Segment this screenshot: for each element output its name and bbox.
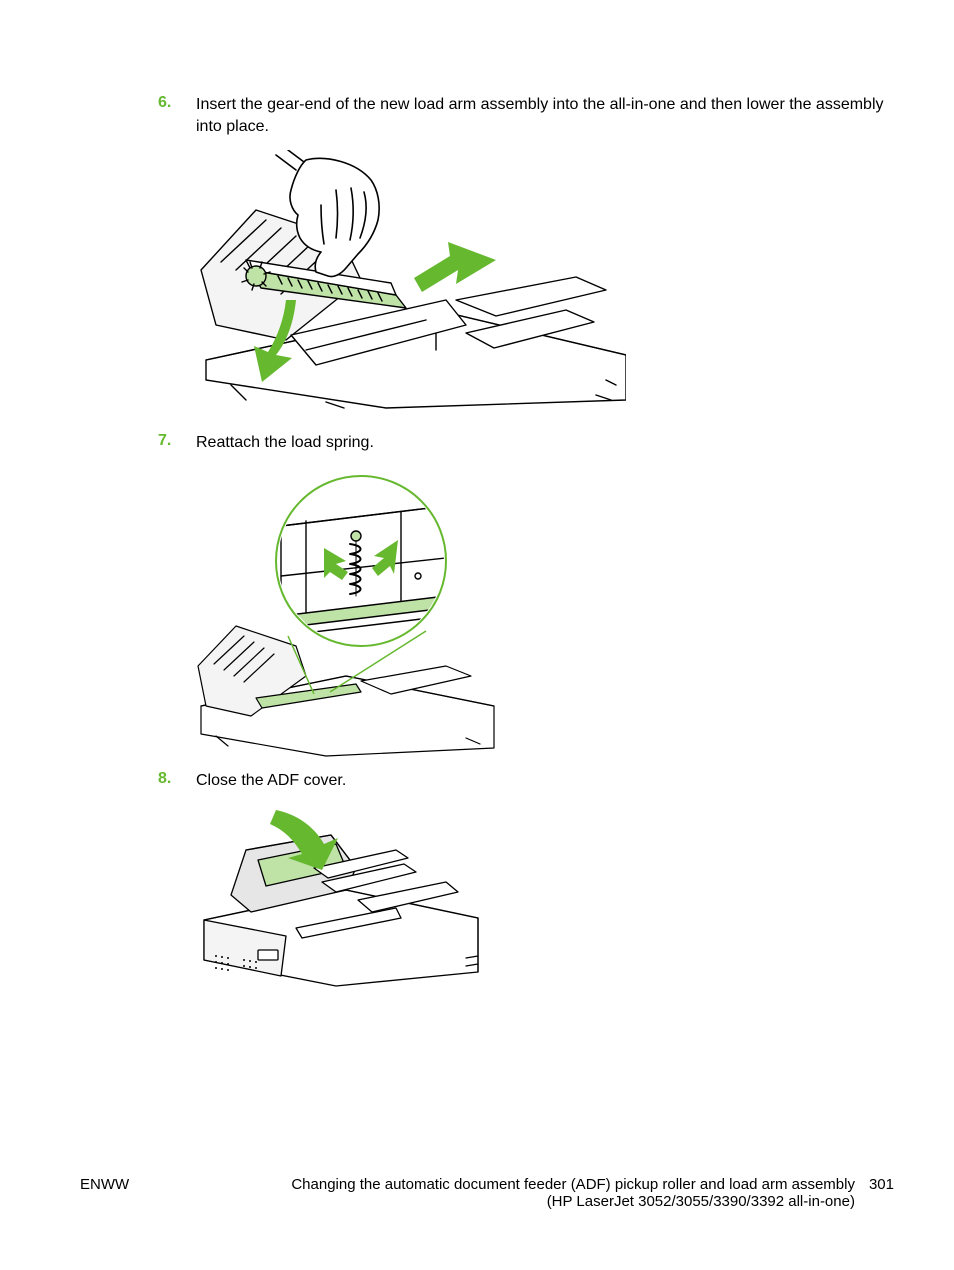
page-footer: ENWW Changing the automatic document fee… [80,1176,894,1210]
figure-step-7 [196,466,496,758]
step-8: 8. Close the ADF cover. [158,770,894,792]
step-number: 7. [158,432,188,450]
footer-title: Changing the automatic document feeder (… [291,1176,855,1210]
step-text: Close the ADF cover. [196,770,894,792]
step-text: Insert the gear-end of the new load arm … [196,94,894,137]
step-number: 6. [158,94,188,112]
footer-right: Changing the automatic document feeder (… [291,1176,894,1210]
footer-title-line1: Changing the automatic document feeder (… [291,1176,855,1193]
footer-page-number: 301 [869,1176,894,1193]
footer-title-line2: (HP LaserJet 3052/3055/3390/3392 all-in-… [291,1193,855,1210]
step-6: 6. Insert the gear-end of the new load a… [158,94,894,137]
step-text: Reattach the load spring. [196,432,894,454]
figure-step-6 [196,150,626,416]
step-7: 7. Reattach the load spring. [158,432,894,454]
step-number: 8. [158,770,188,788]
figure-step-8 [196,800,486,988]
page: 6. Insert the gear-end of the new load a… [0,0,954,1270]
footer-left: ENWW [80,1176,129,1193]
